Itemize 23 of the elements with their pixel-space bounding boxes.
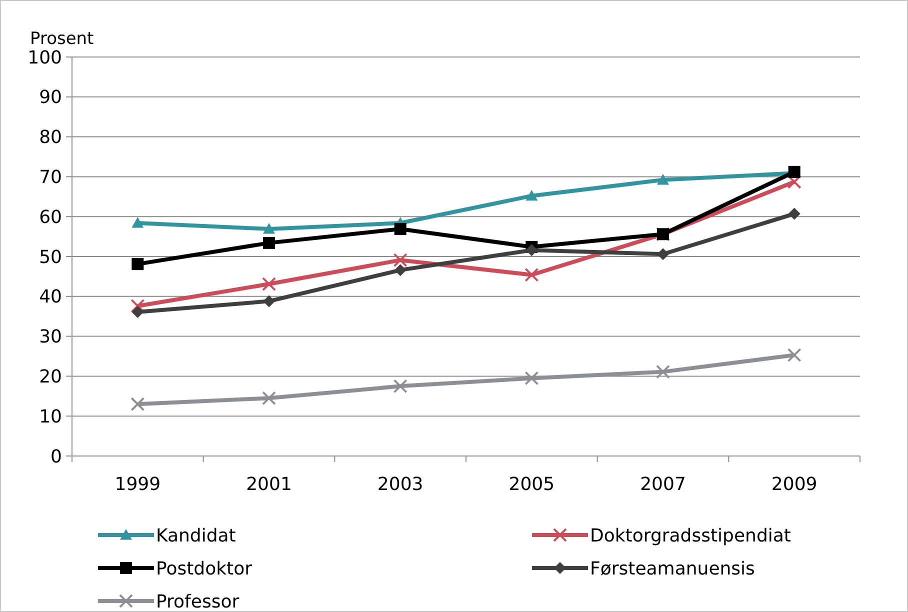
- y-tick-label: 100: [28, 47, 62, 68]
- legend-label: Postdoktor: [156, 558, 253, 580]
- x-tick-label: 2009: [771, 474, 818, 495]
- y-tick-label: 30: [39, 326, 62, 348]
- y-tick-label: 20: [39, 366, 62, 388]
- y-tick-label: 90: [39, 87, 62, 108]
- y-tick-label: 0: [50, 446, 62, 468]
- x-tick-label: 1999: [114, 474, 161, 495]
- x-tick-label: 2003: [377, 474, 424, 495]
- x-tick-label: 2001: [246, 474, 292, 495]
- y-axis-title: Prosent: [30, 29, 94, 49]
- y-tick-label: 10: [39, 406, 62, 428]
- x-tick-label: 2007: [640, 474, 686, 495]
- y-tick-label: 40: [39, 286, 62, 308]
- legend-label: Førsteamanuensis: [590, 558, 755, 580]
- y-tick-label: 70: [39, 167, 62, 188]
- y-tick-label: 60: [39, 206, 62, 228]
- x-tick-label: 2005: [508, 474, 555, 495]
- legend-label: Kandidat: [156, 525, 236, 546]
- legend-label: Doktorgradsstipendiat: [590, 525, 791, 546]
- y-tick-label: 80: [39, 127, 62, 148]
- legend-label: Professor: [156, 591, 240, 612]
- y-tick-label: 50: [39, 246, 62, 268]
